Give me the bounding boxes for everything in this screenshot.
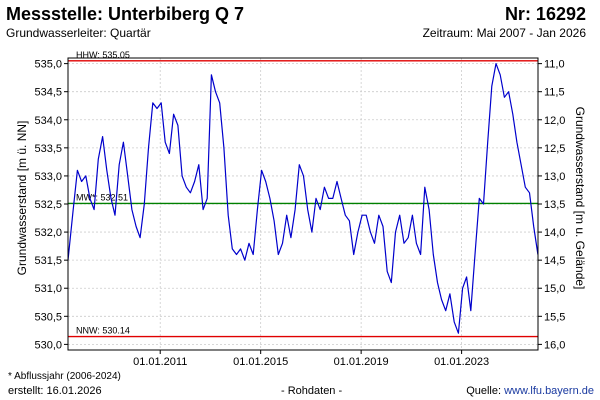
x-tick-label: 01.01.2019 [334, 356, 389, 368]
y-right-tick-label: 11,5 [544, 87, 565, 99]
series-line [67, 62, 539, 334]
y-tick-label: 530,5 [34, 311, 62, 323]
source: Quelle: www.lfu.bayern.de [466, 385, 594, 397]
y-tick-label: 532,5 [34, 199, 62, 211]
reference-lines: HHW: 535.05 MW*: 532.51 NNW: 530.14 [68, 50, 538, 338]
x-axis: 01.01.2011 01.01.2015 01.01.2019 01.01.2023 [133, 350, 489, 368]
source-label: Quelle: [466, 385, 502, 397]
reference-line-label: MW*: 532.51 [76, 192, 128, 202]
y-tick-label: 530,0 [34, 339, 62, 351]
y-right-tick-label: 15,0 [544, 283, 565, 295]
x-tick-label: 01.01.2023 [434, 356, 489, 368]
y-right-tick-label: 12,5 [544, 143, 565, 155]
footnote: * Abflussjahr (2006-2024) [8, 371, 121, 382]
y-right-tick-label: 12,0 [544, 115, 565, 127]
aquifer-label: Grundwasserleiter: Quartär [6, 26, 151, 40]
y-axis-label-right: Grundwasserstand [m u. Gelände] [573, 107, 587, 290]
y-tick-label: 531,5 [34, 255, 62, 267]
y-tick-label: 535,0 [34, 59, 62, 71]
reference-line-label: HHW: 535.05 [76, 50, 130, 60]
y-right-tick-label: 14,5 [544, 255, 565, 267]
source-link[interactable]: www.lfu.bayern.de [504, 385, 594, 397]
reference-line-label: NNW: 530.14 [76, 326, 130, 336]
y-right-tick-label: 15,5 [544, 311, 565, 323]
created-date: erstellt: 16.01.2026 [8, 385, 102, 397]
y-tick-label: 533,5 [34, 143, 62, 155]
y-right-tick-label: 11,0 [544, 59, 565, 71]
y-right-tick-label: 14,0 [544, 227, 565, 239]
x-tick-label: 01.01.2015 [233, 356, 288, 368]
period-label: Zeitraum: Mai 2007 - Jan 2026 [422, 26, 586, 40]
y-axis-left: 530,0 530,5 531,0 531,5 532,0 532,5 533,0 533,5… [34, 59, 68, 351]
y-right-tick-label: 16,0 [544, 339, 565, 351]
y-tick-label: 534,0 [34, 115, 62, 127]
raw-data-label: - Rohdaten - [281, 385, 343, 397]
y-tick-label: 533,0 [34, 171, 62, 183]
y-tick-label: 534,5 [34, 87, 62, 99]
y-right-tick-label: 13,5 [544, 199, 565, 211]
y-tick-label: 532,0 [34, 227, 62, 239]
page-title: Messstelle: Unterbiberg Q 7 [6, 4, 245, 24]
y-right-tick-label: 13,0 [544, 171, 565, 183]
x-tick-label: 01.01.2011 [133, 356, 187, 368]
y-axis-right: 11,0 11,5 12,0 12,5 13,0 13,5 14,0 14,5 15,0 15,5… [538, 59, 565, 351]
y-tick-label: 531,0 [34, 283, 62, 295]
y-axis-label-left: Grundwasserstand [m ü. NN] [15, 121, 29, 276]
station-number: Nr: 16292 [504, 4, 586, 24]
